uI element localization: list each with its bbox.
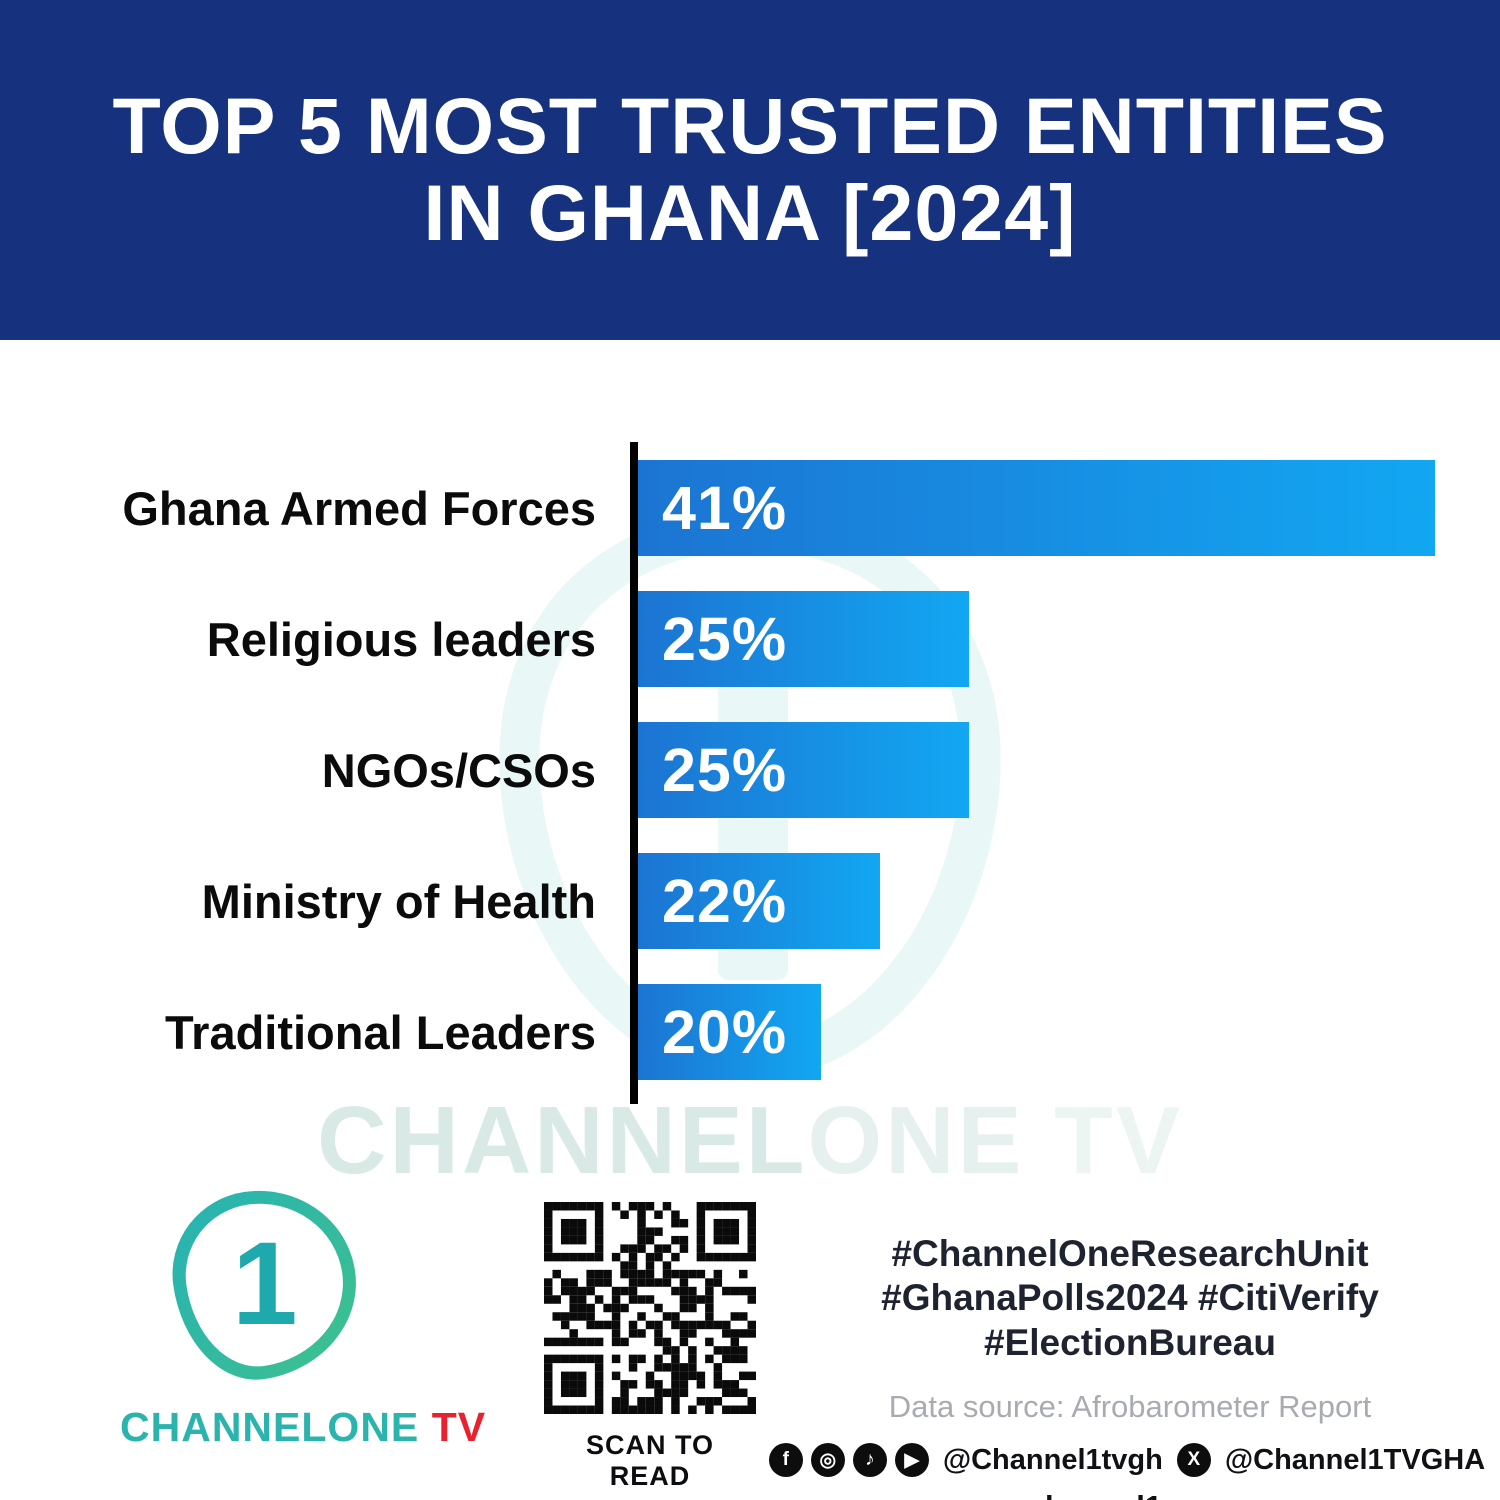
wordmark-tv: TV	[419, 1404, 487, 1450]
hashtags: #ChannelOneResearchUnit #GhanaPolls2024 …	[860, 1232, 1400, 1365]
bar: 25%	[638, 591, 969, 687]
chart-axis-line	[630, 442, 638, 1104]
bar: 25%	[638, 722, 969, 818]
x-icon: X	[1176, 1443, 1211, 1478]
bar-label: Religious leaders	[206, 612, 596, 666]
qr-code	[544, 1202, 756, 1414]
page-title-line2: IN GHANA [2024]	[423, 168, 1077, 257]
bar-value: 25%	[662, 605, 788, 673]
wordmark-brand: CHANNELONE	[120, 1404, 420, 1450]
bar-chart: Ghana Armed Forces 41% Religious leaders 25…	[0, 440, 1500, 1120]
channel-one-logo-block: 1 CHANNELONE TV	[120, 1178, 485, 1451]
hashtag-line-1: #ChannelOneResearchUnit	[891, 1233, 1369, 1274]
footer-info-column: #ChannelOneResearchUnit #GhanaPolls2024 …	[768, 1232, 1485, 1500]
qr-block: SCAN TO READ	[544, 1202, 756, 1492]
qr-caption: SCAN TO READ	[585, 1430, 714, 1491]
channel-one-logo-inner: 1	[176, 1192, 354, 1376]
header-banner: TOP 5 MOST TRUSTED ENTITIES IN GHANA [20…	[0, 0, 1500, 340]
watermark-one: ONE	[807, 1087, 1025, 1194]
footer: 1 CHANNELONE TV SCAN TO READ #ChannelOne…	[0, 1178, 1500, 1500]
social-row: f ◎ ♪ ▶ @Channel1tvgh X @Channel1TVGHA	[768, 1443, 1485, 1478]
bar-value: 22%	[662, 867, 788, 935]
bar: 22%	[638, 853, 880, 949]
bar-value: 41%	[662, 474, 788, 542]
chart-row: Ghana Armed Forces 41%	[0, 460, 1500, 556]
channel-one-logo-icon: 1	[161, 1178, 369, 1390]
bar-value: 20%	[662, 998, 788, 1066]
tiktok-icon: ♪	[852, 1443, 887, 1478]
chart-row: Ministry of Health 22%	[0, 853, 1500, 949]
bar-label: Ministry of Health	[201, 874, 596, 928]
background-text-watermark: CHANNELONE TV	[0, 1086, 1500, 1196]
social-handle-x: @Channel1TVGHA	[1224, 1443, 1486, 1476]
bar-value: 25%	[662, 736, 788, 804]
bar: 41%	[638, 460, 1435, 556]
channel-one-wordmark: CHANNELONE TV	[120, 1404, 485, 1451]
logo-digit: 1	[232, 1218, 298, 1351]
hashtag-line-3: #ElectionBureau	[984, 1321, 1276, 1363]
watermark-channel: CHANNEL	[317, 1087, 808, 1194]
bar-label: NGOs/CSOs	[321, 743, 596, 797]
website-url: www.channel1news.com	[860, 1489, 1400, 1500]
bar: 20%	[638, 984, 821, 1080]
hashtag-line-2: #GhanaPolls2024 #CitiVerify	[881, 1277, 1379, 1319]
bar-label: Ghana Armed Forces	[122, 481, 596, 535]
chart-rows: Ghana Armed Forces 41% Religious leaders 25…	[0, 460, 1500, 1080]
watermark-tv: TV	[1024, 1087, 1183, 1194]
chart-row: Religious leaders 25%	[0, 591, 1500, 687]
chart-row: NGOs/CSOs 25%	[0, 722, 1500, 818]
social-handle-primary: @Channel1tvgh	[942, 1443, 1163, 1476]
chart-row: Traditional Leaders 20%	[0, 984, 1500, 1080]
instagram-icon: ◎	[810, 1443, 845, 1478]
youtube-icon: ▶	[894, 1443, 929, 1478]
page-title-line1: TOP 5 MOST TRUSTED ENTITIES	[112, 81, 1388, 171]
bar-label: Traditional Leaders	[165, 1005, 596, 1059]
data-source-note: Data source: Afrobarometer Report	[888, 1389, 1372, 1425]
facebook-icon: f	[768, 1443, 803, 1478]
